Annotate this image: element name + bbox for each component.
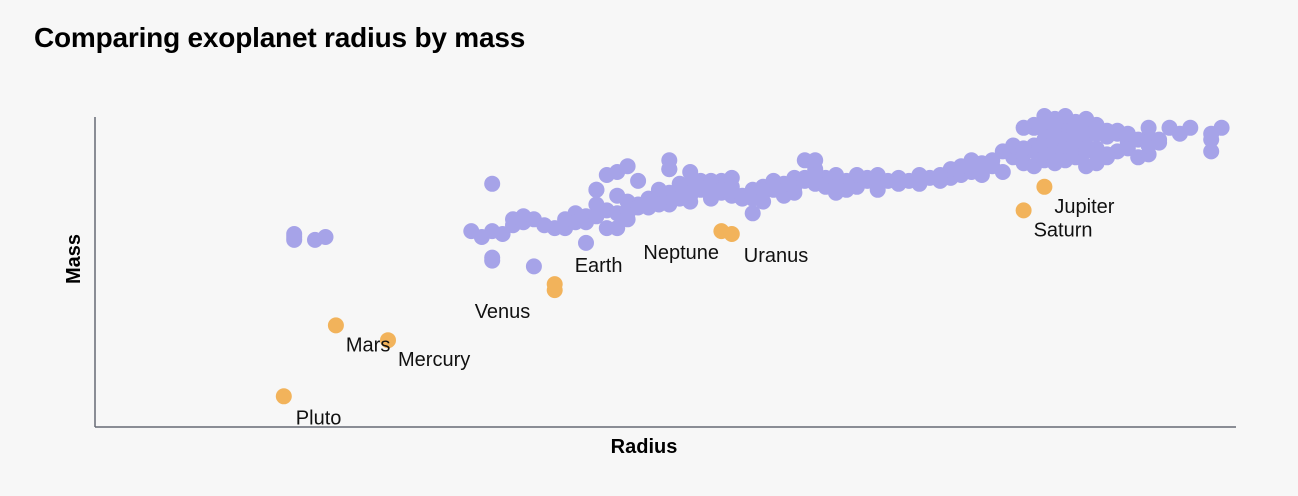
exoplanet-point[interactable] [807, 152, 824, 169]
exoplanet-point[interactable] [588, 181, 605, 198]
planet-label-neptune: Neptune [643, 242, 719, 264]
exoplanet-point[interactable] [901, 172, 917, 189]
planet-label-saturn: Saturn [1034, 219, 1093, 241]
exoplanet-point[interactable] [1046, 149, 1063, 166]
exoplanet-point[interactable] [484, 249, 501, 266]
exoplanet-point[interactable] [661, 161, 678, 178]
planet-label-venus: Venus [475, 301, 531, 323]
planet-point-mercury[interactable] [380, 332, 396, 349]
exoplanet-point[interactable] [588, 208, 605, 225]
planet-point-mars[interactable] [327, 317, 344, 334]
exoplanet-point[interactable] [765, 178, 782, 195]
exoplanet-point[interactable] [828, 178, 844, 195]
exoplanet-point[interactable] [984, 158, 1001, 175]
exoplanet-point[interactable] [807, 172, 824, 189]
exoplanet-point[interactable] [1182, 119, 1199, 136]
exoplanet-point[interactable] [317, 229, 334, 245]
exoplanet-point[interactable] [932, 167, 949, 183]
exoplanet-point[interactable] [682, 184, 699, 201]
exoplanet-point[interactable] [994, 143, 1011, 160]
planet-label-uranus: Uranus [744, 245, 808, 267]
exoplanet-point[interactable] [463, 223, 480, 240]
points-layer [275, 108, 1230, 405]
exoplanet-point[interactable] [598, 167, 615, 183]
exoplanet-point[interactable] [578, 234, 594, 251]
exoplanet-point[interactable] [1119, 140, 1136, 157]
planet-point-uranus[interactable] [723, 226, 740, 242]
planet-point-saturn[interactable] [1015, 202, 1032, 219]
chart-title: Comparing exoplanet radius by mass [34, 22, 526, 53]
exoplanet-point[interactable] [713, 181, 730, 198]
exoplanet-point[interactable] [1151, 134, 1168, 151]
exoplanet-point[interactable] [286, 226, 303, 242]
exoplanet-point[interactable] [525, 258, 542, 275]
exoplanet-point[interactable] [598, 220, 615, 237]
exoplanet-point[interactable] [588, 196, 605, 213]
exoplanet-point[interactable] [1015, 140, 1032, 157]
exoplanet-point[interactable] [1088, 116, 1105, 133]
exoplanet-point[interactable] [1015, 119, 1032, 136]
planet-label-mars: Mars [346, 334, 390, 356]
planet-label-earth: Earth [575, 255, 623, 277]
exoplanet-point[interactable] [963, 161, 980, 178]
exoplanet-point[interactable] [869, 181, 886, 198]
exoplanet-point[interactable] [1213, 119, 1230, 136]
exoplanet-point[interactable] [1078, 140, 1095, 157]
exoplanet-point[interactable] [1203, 143, 1220, 160]
exoplanet-point[interactable] [682, 164, 699, 180]
exoplanet-point[interactable] [650, 196, 667, 213]
exoplanet-point[interactable] [1119, 125, 1136, 142]
x-axis-title: Radius [611, 436, 678, 458]
planet-point-pluto[interactable] [275, 388, 292, 405]
planet-point-earth[interactable] [546, 276, 563, 293]
exoplanet-point[interactable] [744, 205, 761, 222]
labels-layer: Pluto Mars Mercury Venus Earth Neptune Uranus S… [296, 196, 1115, 429]
exoplanet-point[interactable] [1140, 119, 1157, 136]
planet-point-jupiter[interactable] [1036, 178, 1053, 195]
planet-label-pluto: Pluto [296, 407, 342, 429]
y-axis-title: Mass [63, 234, 85, 284]
planet-label-jupiter: Jupiter [1054, 196, 1114, 218]
exoplanet-point[interactable] [484, 175, 501, 192]
exoplanet-point[interactable] [630, 172, 647, 189]
exoplanet-point[interactable] [848, 167, 865, 183]
exoplanet-point[interactable] [619, 158, 636, 175]
exoplanet-point[interactable] [609, 187, 626, 204]
planet-label-mercury: Mercury [398, 349, 470, 371]
